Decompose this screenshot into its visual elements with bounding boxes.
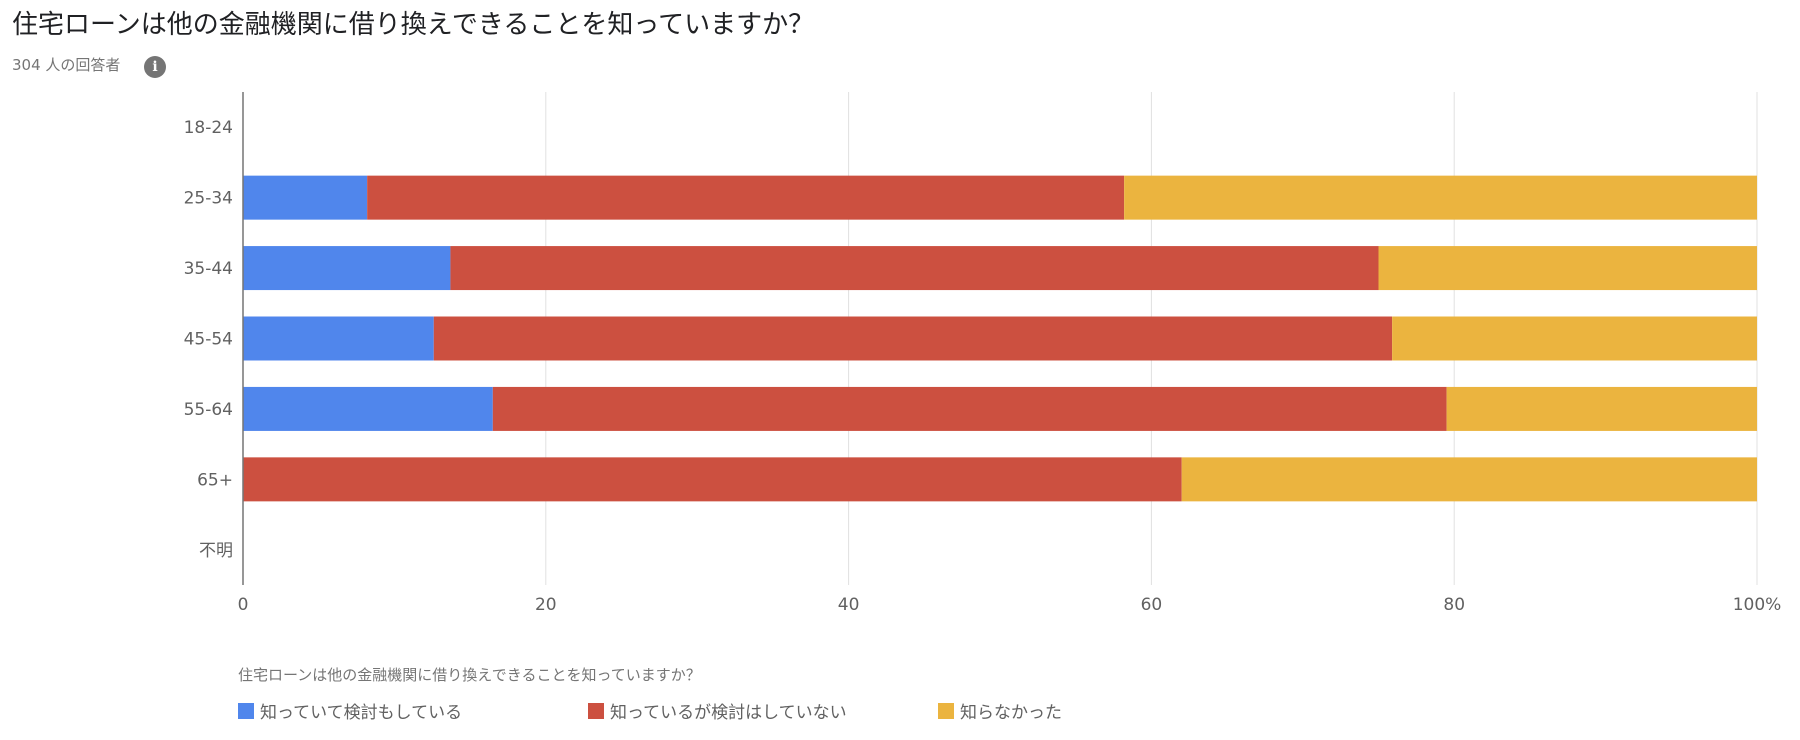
- x-tick-label: 40: [838, 595, 860, 615]
- bar-segment[interactable]: [243, 316, 434, 361]
- x-tick-label: 80: [1443, 595, 1465, 615]
- x-tick-label: 100%: [1733, 595, 1782, 615]
- legend-item-known-considering[interactable]: 知っていて検討もしている: [238, 698, 462, 723]
- y-tick-label: 35-44: [184, 259, 233, 279]
- y-tick-label: 45-54: [184, 330, 233, 350]
- legend-item-did-not-know[interactable]: 知らなかった: [938, 698, 1062, 723]
- page-title: 住宅ローンは他の金融機関に借り換えできることを知っていますか？: [12, 10, 815, 40]
- legend-title: 住宅ローンは他の金融機関に借り換えできることを知っていますか？: [238, 666, 701, 684]
- x-tick-label: 20: [535, 595, 557, 615]
- legend-swatch: [588, 702, 604, 719]
- legend-label: 知っていて検討もしている: [260, 703, 463, 723]
- bar-segment[interactable]: [1124, 175, 1757, 220]
- bar-segment[interactable]: [1392, 316, 1757, 361]
- stacked-bar-chart: 0 20 40 60 80 100% 18-24 25-34 35-44 45-54 55-64 65…: [184, 92, 1782, 615]
- bar-segment[interactable]: [243, 175, 368, 220]
- y-tick-label: 65+: [197, 470, 233, 490]
- y-tick-label: 55-64: [184, 400, 233, 420]
- bar-segment[interactable]: [243, 246, 451, 291]
- legend-label: 知っているが検討はしていない: [610, 703, 847, 723]
- respondent-count: 304 人の回答者: [12, 56, 121, 74]
- y-tick-label: 18-24: [184, 118, 233, 138]
- x-tick-label: 60: [1141, 595, 1163, 615]
- x-tick-label: 0: [238, 595, 249, 615]
- y-tick-label: 不明: [199, 541, 233, 561]
- bar-segment[interactable]: [1181, 457, 1757, 502]
- legend-label: 知らなかった: [960, 703, 1062, 723]
- bar-segment[interactable]: [1378, 246, 1758, 291]
- bar-segment[interactable]: [243, 457, 1182, 502]
- bar-segment[interactable]: [433, 316, 1393, 361]
- legend-swatch: [238, 702, 254, 719]
- legend-item-known-not-considering[interactable]: 知っているが検討はしていない: [588, 698, 847, 723]
- info-icon[interactable]: i: [144, 56, 166, 78]
- legend-swatch: [938, 702, 954, 719]
- y-tick-label: 25-34: [184, 189, 233, 209]
- bar-segment[interactable]: [1446, 386, 1757, 431]
- bar-segment[interactable]: [367, 175, 1125, 220]
- bar-segment[interactable]: [243, 386, 493, 431]
- bar-segment[interactable]: [492, 386, 1447, 431]
- bar-segment[interactable]: [450, 246, 1379, 291]
